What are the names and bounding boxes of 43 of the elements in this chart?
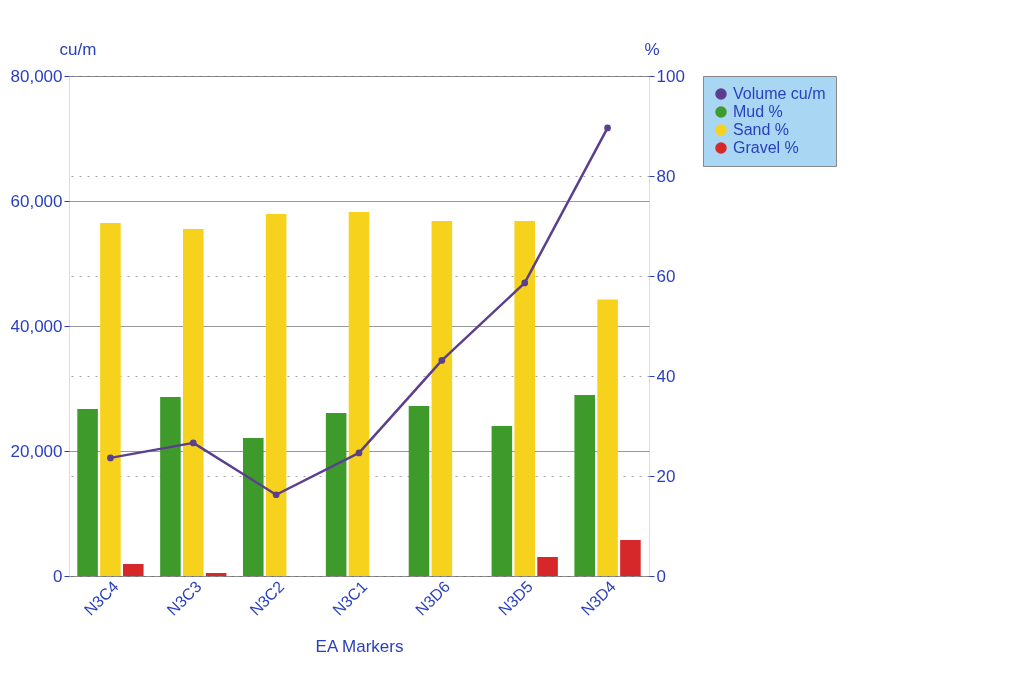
bar xyxy=(205,573,227,576)
point xyxy=(604,124,611,132)
bar xyxy=(183,229,204,576)
bar xyxy=(431,221,453,576)
y2-tick-label: 20 xyxy=(656,466,676,486)
bar xyxy=(491,426,513,576)
bar xyxy=(325,413,347,576)
point xyxy=(438,357,446,364)
point xyxy=(272,491,280,499)
y-tick-label: 60,000 xyxy=(10,191,63,211)
bar xyxy=(160,397,181,576)
bar xyxy=(597,299,618,576)
y-tick-label: 80,000 xyxy=(10,66,63,86)
y-tick-label: 40,000 xyxy=(10,316,63,336)
y-tick-label: 20,000 xyxy=(10,441,63,461)
legend-label: Sand % xyxy=(733,121,790,138)
y2-tick-label: 0 xyxy=(656,566,666,586)
bar xyxy=(77,409,98,576)
bar xyxy=(574,395,595,576)
y2-axis-title: % xyxy=(644,39,660,59)
y2-tick-label: 80 xyxy=(656,166,676,186)
y2-tick-label: 100 xyxy=(656,66,685,86)
point xyxy=(189,439,197,447)
legend-label: Gravel % xyxy=(733,139,799,156)
bar xyxy=(348,212,370,576)
bar xyxy=(265,214,287,576)
bar xyxy=(243,438,264,576)
bar xyxy=(408,406,430,576)
point xyxy=(107,454,114,462)
bar xyxy=(100,223,121,576)
legend-label: Volume cu/m xyxy=(733,85,826,102)
bar xyxy=(620,540,641,576)
point xyxy=(355,449,363,457)
y2-tick-label: 40 xyxy=(656,366,676,386)
bar xyxy=(537,557,558,576)
x-axis-title: EA Markers xyxy=(315,636,404,656)
legend-label: Mud % xyxy=(733,103,783,120)
bar xyxy=(514,221,535,576)
y-tick-label: 0 xyxy=(53,566,63,586)
y-axis-title: cu/m xyxy=(59,39,97,59)
point xyxy=(521,279,529,287)
y2-tick-label: 60 xyxy=(656,266,676,286)
bar xyxy=(123,564,144,576)
